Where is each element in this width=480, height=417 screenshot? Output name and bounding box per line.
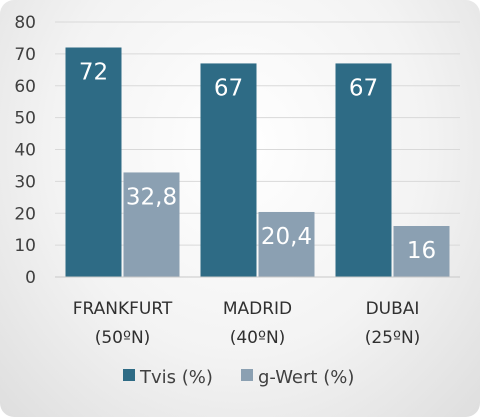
y-tick-label: 10	[14, 236, 36, 256]
bar-tvis	[65, 47, 122, 277]
legend-swatch	[241, 369, 253, 381]
legend-swatch	[123, 369, 135, 381]
y-tick-label: 70	[14, 45, 36, 65]
data-label: 16	[407, 238, 436, 264]
y-tick-label: 40	[14, 141, 36, 161]
bars	[65, 47, 450, 277]
y-tick-label: 50	[14, 109, 36, 129]
data-label: 67	[214, 75, 243, 101]
bar-g-wert	[123, 172, 180, 277]
data-label: 67	[349, 75, 378, 101]
x-tick-label: DUBAI (25ºN)	[365, 299, 421, 348]
legend-label: Tvis (%)	[139, 367, 213, 388]
data-label: 72	[79, 60, 108, 86]
bar-g-wert	[258, 211, 315, 277]
y-tick-label: 0	[25, 268, 36, 288]
bar-tvis	[200, 63, 257, 277]
x-axis-ticks: FRANKFURT (50ºN) MADRID (40ºN) DUBAI (25ºN)	[73, 299, 421, 348]
grid-lines	[55, 21, 460, 246]
legend-label: g-Wert (%)	[258, 367, 354, 388]
data-labels: 72 32,8 67 20,4 67 16	[79, 60, 436, 265]
y-tick-label: 80	[14, 13, 36, 33]
data-label: 32,8	[126, 184, 177, 210]
x-tick-label: MADRID (40ºN)	[223, 299, 292, 348]
y-tick-label: 60	[14, 77, 36, 97]
y-tick-label: 20	[14, 204, 36, 224]
x-tick-label: FRANKFURT (50ºN)	[73, 299, 173, 348]
data-label: 20,4	[261, 224, 312, 250]
y-axis-ticks: 0 10 20 30 40 50 60 70 80	[14, 13, 36, 288]
y-tick-label: 30	[14, 172, 36, 192]
bar-g-wert	[393, 226, 450, 277]
bar-tvis	[335, 63, 392, 277]
legend: Tvis (%) g-Wert (%)	[123, 367, 354, 388]
